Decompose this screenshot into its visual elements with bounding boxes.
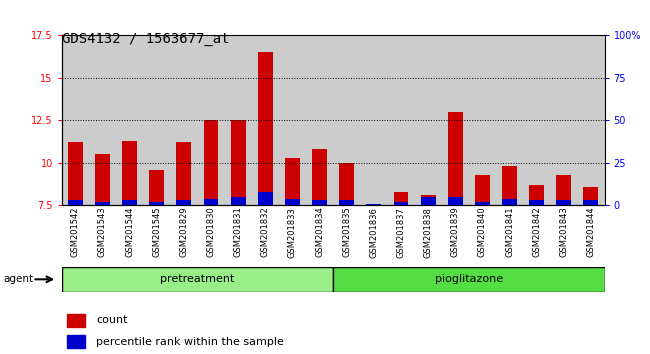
Bar (62, 35, 89, 205)
Bar (333, 35, 360, 205)
Bar (421, 195, 436, 205)
Bar (150, 202, 164, 205)
Text: count: count (96, 315, 127, 325)
Bar (95, 202, 110, 205)
Bar (176, 200, 191, 205)
Bar (448, 197, 463, 205)
Bar (387, 35, 415, 205)
Bar (502, 199, 517, 205)
Bar (393, 192, 408, 205)
Bar (143, 35, 170, 205)
Bar (252, 35, 279, 205)
Bar (442, 35, 469, 205)
Bar (584, 200, 599, 205)
Bar (203, 199, 218, 205)
Bar (122, 141, 137, 205)
Bar (122, 200, 137, 205)
Bar (68, 200, 83, 205)
Bar (556, 175, 571, 205)
Bar (170, 35, 198, 205)
Bar (550, 35, 577, 205)
Bar (225, 35, 252, 205)
Bar (67, 335, 85, 348)
Bar (333, 267, 604, 292)
Bar (198, 35, 225, 205)
Bar (258, 192, 273, 205)
Bar (523, 35, 551, 205)
Bar (421, 197, 436, 205)
Bar (556, 200, 571, 205)
Bar (176, 142, 191, 205)
Bar (231, 120, 246, 205)
Text: GDS4132 / 1563677_at: GDS4132 / 1563677_at (62, 32, 229, 46)
Bar (279, 35, 306, 205)
Bar (285, 199, 300, 205)
Bar (89, 35, 116, 205)
Bar (475, 175, 490, 205)
Bar (577, 35, 605, 205)
Bar (496, 35, 523, 205)
Bar (68, 142, 83, 205)
Bar (367, 204, 382, 205)
Text: agent: agent (3, 274, 33, 284)
Bar (258, 52, 273, 205)
Bar (529, 185, 544, 205)
Bar (203, 120, 218, 205)
Bar (312, 200, 327, 205)
Bar (116, 35, 143, 205)
Bar (475, 202, 490, 205)
Bar (150, 170, 164, 205)
Bar (339, 200, 354, 205)
Bar (502, 166, 517, 205)
Bar (360, 35, 387, 205)
Bar (367, 204, 382, 205)
Bar (95, 154, 110, 205)
Bar (312, 149, 327, 205)
Text: pioglitazone: pioglitazone (435, 274, 503, 284)
Bar (285, 158, 300, 205)
Bar (231, 197, 246, 205)
Bar (306, 35, 333, 205)
Bar (415, 35, 442, 205)
Bar (62, 267, 333, 292)
Bar (339, 163, 354, 205)
Text: percentile rank within the sample: percentile rank within the sample (96, 337, 284, 347)
Bar (393, 202, 408, 205)
Text: pretreatment: pretreatment (161, 274, 235, 284)
Bar (584, 187, 599, 205)
Bar (448, 112, 463, 205)
Bar (469, 35, 496, 205)
Bar (529, 200, 544, 205)
Bar (67, 314, 85, 327)
